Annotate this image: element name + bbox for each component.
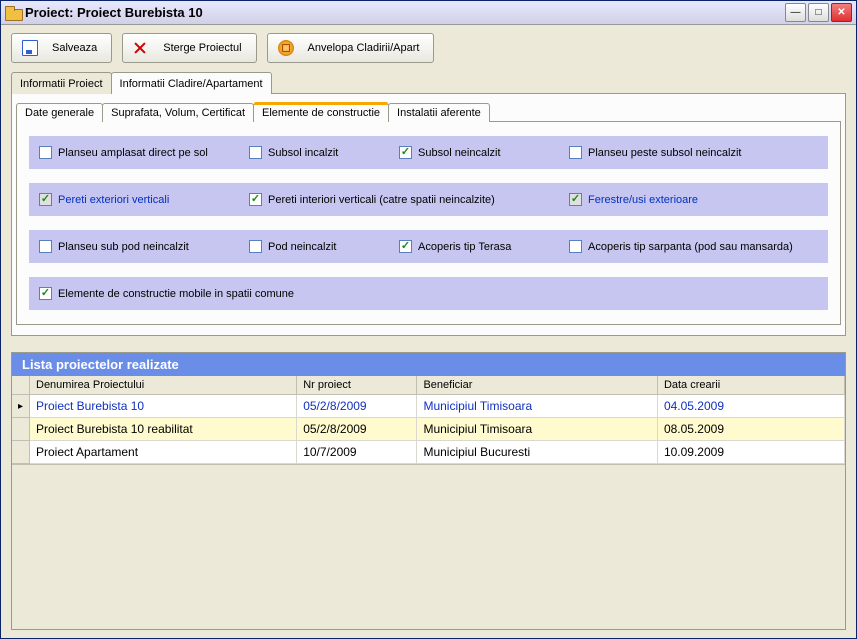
table-cell[interactable]: Municipiul Bucuresti [417, 441, 657, 464]
chk-label: Ferestre/usi exterioare [588, 194, 698, 206]
tab-info-cladire[interactable]: Informatii Cladire/Apartament [111, 72, 272, 94]
chk-acoperis-terasa[interactable] [399, 240, 412, 253]
chk-pereti-int[interactable] [249, 193, 262, 206]
app-window: Proiect: Proiect Burebista 10 — □ ✕ Salv… [0, 0, 857, 639]
projects-list: Lista proiectelor realizate Denumirea Pr… [11, 352, 846, 630]
tab-label: Suprafata, Volum, Certificat [111, 107, 245, 119]
chk-subsol-incalzit[interactable] [249, 146, 262, 159]
tab-elemente[interactable]: Elemente de constructie [253, 103, 389, 122]
chk-planseu-pod[interactable] [39, 240, 52, 253]
delete-icon [133, 40, 149, 56]
envelope-icon [278, 40, 294, 56]
chk-label: Pod neincalzit [268, 241, 337, 253]
checkbox-row-3: Planseu sub pod neincalzit Pod neincalzi… [29, 230, 828, 263]
row-indicator[interactable] [12, 441, 30, 464]
sub-tab-panel: Planseu amplasat direct pe sol Subsol in… [16, 121, 841, 325]
chk-label: Planseu peste subsol neincalzit [588, 147, 741, 159]
client-area: Salveaza Sterge Proiectul Anvelopa Cladi… [1, 25, 856, 638]
projects-grid: Denumirea Proiectului Nr proiect Benefic… [12, 376, 845, 464]
col-header[interactable]: Nr proiect [297, 376, 417, 395]
row-indicator[interactable] [12, 418, 30, 441]
chk-pereti-ext [39, 193, 52, 206]
table-cell[interactable]: 05/2/8/2009 [297, 418, 417, 441]
table-cell[interactable]: Proiect Burebista 10 reabilitat [30, 418, 297, 441]
col-header[interactable]: Denumirea Proiectului [30, 376, 297, 395]
tab-date-generale[interactable]: Date generale [16, 103, 103, 122]
minimize-button[interactable]: — [785, 3, 806, 22]
tab-label: Elemente de constructie [262, 107, 380, 119]
table-cell[interactable]: 10/7/2009 [297, 441, 417, 464]
window-title: Proiect: Proiect Burebista 10 [25, 5, 785, 20]
main-tabs: Informatii Proiect Informatii Cladire/Ap… [11, 71, 846, 93]
tab-info-proiect[interactable]: Informatii Proiect [11, 72, 112, 94]
sub-tabs: Date generale Suprafata, Volum, Certific… [16, 102, 841, 121]
chk-label: Planseu sub pod neincalzit [58, 241, 189, 253]
save-button[interactable]: Salveaza [11, 33, 112, 63]
list-title: Lista proiectelor realizate [12, 353, 845, 376]
envelope-button[interactable]: Anvelopa Cladirii/Apart [267, 33, 435, 63]
toolbar: Salveaza Sterge Proiectul Anvelopa Cladi… [11, 33, 846, 63]
checkbox-row-2: Pereti exteriori verticali Pereti interi… [29, 183, 828, 216]
chk-pod-neincalzit[interactable] [249, 240, 262, 253]
envelope-label: Anvelopa Cladirii/Apart [308, 42, 420, 54]
chk-label: Subsol incalzit [268, 147, 338, 159]
table-cell[interactable]: 08.05.2009 [658, 418, 845, 441]
chk-label: Acoperis tip sarpanta (pod sau mansarda) [588, 241, 793, 253]
delete-label: Sterge Proiectul [163, 42, 241, 54]
chk-label: Planseu amplasat direct pe sol [58, 147, 208, 159]
tab-suprafata[interactable]: Suprafata, Volum, Certificat [102, 103, 254, 122]
table-cell[interactable]: Municipiul Timisoara [417, 418, 657, 441]
row-indicator[interactable]: ▸ [12, 395, 30, 418]
table-cell[interactable]: Proiect Apartament [30, 441, 297, 464]
tab-label: Date generale [25, 107, 94, 119]
chk-label: Pereti exteriori verticali [58, 194, 169, 206]
row-header-corner [12, 376, 30, 395]
col-header[interactable]: Beneficiar [417, 376, 657, 395]
chk-planseu-sol[interactable] [39, 146, 52, 159]
chk-planseu-peste-subsol[interactable] [569, 146, 582, 159]
checkbox-row-4: Elemente de constructie mobile in spatii… [29, 277, 828, 310]
chk-label: Subsol neincalzit [418, 147, 501, 159]
close-button[interactable]: ✕ [831, 3, 852, 22]
chk-elemente-mobile[interactable] [39, 287, 52, 300]
chk-label: Elemente de constructie mobile in spatii… [58, 288, 294, 300]
tab-label: Informatii Cladire/Apartament [120, 78, 263, 90]
chk-label: Acoperis tip Terasa [418, 241, 511, 253]
chk-acoperis-sarpanta[interactable] [569, 240, 582, 253]
delete-project-button[interactable]: Sterge Proiectul [122, 33, 256, 63]
tab-label: Informatii Proiect [20, 78, 103, 90]
table-cell[interactable]: Municipiul Timisoara [417, 395, 657, 418]
tab-label: Instalatii aferente [397, 107, 481, 119]
table-cell[interactable]: 04.05.2009 [658, 395, 845, 418]
grid-empty-area [12, 464, 845, 629]
table-cell[interactable]: 05/2/8/2009 [297, 395, 417, 418]
checkbox-row-1: Planseu amplasat direct pe sol Subsol in… [29, 136, 828, 169]
col-header[interactable]: Data crearii [658, 376, 845, 395]
folder-icon [5, 6, 21, 20]
table-cell[interactable]: Proiect Burebista 10 [30, 395, 297, 418]
chk-subsol-neincalzit[interactable] [399, 146, 412, 159]
chk-ferestre [569, 193, 582, 206]
titlebar: Proiect: Proiect Burebista 10 — □ ✕ [1, 1, 856, 25]
chk-label: Pereti interiori verticali (catre spatii… [268, 194, 495, 206]
save-label: Salveaza [52, 42, 97, 54]
main-tab-panel: Date generale Suprafata, Volum, Certific… [11, 93, 846, 336]
table-cell[interactable]: 10.09.2009 [658, 441, 845, 464]
save-icon [22, 40, 38, 56]
tab-instalatii[interactable]: Instalatii aferente [388, 103, 490, 122]
maximize-button[interactable]: □ [808, 3, 829, 22]
